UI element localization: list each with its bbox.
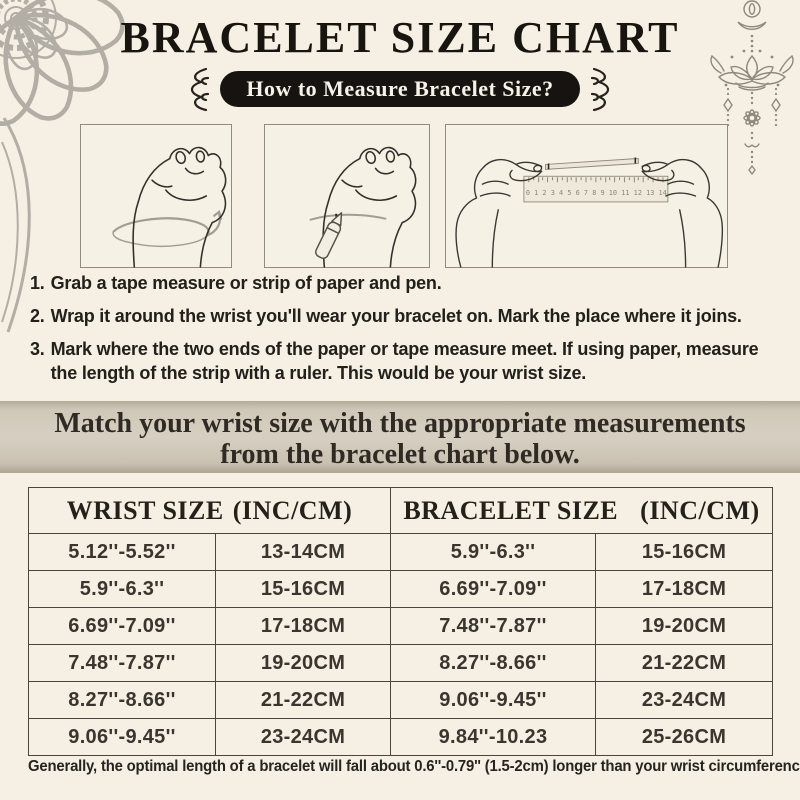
header-unit: (INC/CM) — [232, 495, 353, 525]
lotus-hanging-ornament-icon — [710, 0, 794, 176]
bracelet-size-inches: 8.27''-8.66'' — [390, 644, 596, 682]
table-row: 9.06''-9.45'' 23-24CM 9.84''-10.23 25-26… — [28, 718, 773, 756]
bracelet-size-cm: 17-18CM — [595, 570, 773, 608]
bracelet-size-header: BRACELET SIZE (INC/CM) — [390, 487, 773, 534]
wrist-size-cm: 17-18CM — [215, 607, 391, 645]
bracelet-size-inches: 9.06''-9.45'' — [390, 681, 596, 719]
squiggle-left-icon — [191, 67, 210, 112]
bracelet-size-inches: 6.69''-7.09'' — [390, 570, 596, 608]
illustration-mark-wrist-with-pen — [264, 124, 430, 268]
wrist-size-cm: 15-16CM — [215, 570, 391, 608]
page-title: BRACELET SIZE CHART — [120, 13, 680, 62]
step-2: 2. Wrap it around the wrist you'll wear … — [30, 304, 778, 328]
mandala-flower-icon — [0, 0, 210, 333]
fist-hand — [322, 146, 417, 268]
wrist-size-inches: 8.27''-8.66'' — [28, 681, 216, 719]
step-number: 2. — [30, 306, 45, 326]
bracelet-size-cm: 25-26CM — [595, 718, 773, 756]
wrist-size-inches: 7.48''-7.87'' — [28, 644, 216, 682]
step-number: 3. — [30, 339, 45, 359]
subtitle-row: How to Measure Bracelet Size? — [0, 66, 800, 112]
illustration-tape-around-wrist — [80, 124, 232, 268]
step-3: 3. Mark where the two ends of the paper … — [30, 337, 778, 385]
match-size-banner: Match your wrist size with the appropria… — [0, 401, 800, 473]
ruler-numbers: 0 1 2 3 4 5 6 7 8 9 10 11 12 13 14 — [526, 188, 668, 197]
wrist-size-cm: 19-20CM — [215, 644, 391, 682]
wrist-size-inches: 5.9''-6.3'' — [28, 570, 216, 608]
table-row: 5.12''-5.52'' 13-14CM 5.9''-6.3'' 15-16C… — [28, 533, 773, 571]
size-table: WRIST SIZE (INC/CM) BRACELET SIZE (INC/CM)… — [28, 487, 773, 756]
step-number: 1. — [30, 273, 45, 293]
bracelet-size-inches: 9.84''-10.23 — [390, 718, 596, 756]
paper-strip — [545, 157, 639, 170]
wrist-size-inches: 6.69''-7.09'' — [28, 607, 216, 645]
bracelet-size-cm: 19-20CM — [595, 607, 773, 645]
right-hand — [641, 158, 724, 268]
pen — [315, 212, 343, 259]
header-unit: (INC/CM) — [640, 495, 760, 525]
table-header-row: WRIST SIZE (INC/CM) BRACELET SIZE (INC/CM) — [28, 487, 773, 534]
bracelet-size-cm: 15-16CM — [595, 533, 773, 571]
table-row: 5.9''-6.3'' 15-16CM 6.69''-7.09'' 17-18C… — [28, 570, 773, 608]
wrist-size-cm: 13-14CM — [215, 533, 391, 571]
wrist-size-inches: 5.12''-5.52'' — [28, 533, 216, 571]
banner-line-2: from the bracelet chart below. — [220, 439, 580, 470]
header-label: BRACELET SIZE — [403, 495, 619, 525]
wrist-size-cm: 21-22CM — [215, 681, 391, 719]
step-1: 1. Grab a tape measure or strip of paper… — [30, 271, 778, 295]
table-row: 7.48''-7.87'' 19-20CM 8.27''-8.66'' 21-2… — [28, 644, 773, 682]
left-hand — [455, 158, 543, 268]
step-text: Grab a tape measure or strip of paper an… — [50, 273, 442, 293]
ruler: 0 1 2 3 4 5 6 7 8 9 10 11 12 13 14 — [523, 175, 669, 203]
bracelet-size-cm: 21-22CM — [595, 644, 773, 682]
bracelet-size-inches: 5.9''-6.3'' — [390, 533, 596, 571]
illustration-measure-strip-with-ruler: 0 1 2 3 4 5 6 7 8 9 10 11 12 13 14 — [445, 124, 728, 268]
step-text: Wrap it around the wrist you'll wear you… — [50, 306, 742, 326]
squiggle-right-icon — [590, 67, 609, 112]
header-label: WRIST SIZE — [66, 495, 224, 525]
bracelet-size-inches: 7.48''-7.87'' — [390, 607, 596, 645]
bracelet-size-cm: 23-24CM — [595, 681, 773, 719]
table-row: 8.27''-8.66'' 21-22CM 9.06''-9.45'' 23-2… — [28, 681, 773, 719]
wrist-size-inches: 9.06''-9.45'' — [28, 718, 216, 756]
banner-line-1: Match your wrist size with the appropria… — [54, 408, 746, 439]
wrist-size-cm: 23-24CM — [215, 718, 391, 756]
fist-hand — [132, 146, 227, 268]
wrist-size-header: WRIST SIZE (INC/CM) — [28, 487, 391, 534]
marked-line — [309, 213, 387, 221]
table-row: 6.69''-7.09'' 17-18CM 7.48''-7.87'' 19-2… — [28, 607, 773, 645]
subtitle-pill: How to Measure Bracelet Size? — [220, 71, 580, 107]
instruction-steps: 1. Grab a tape measure or strip of paper… — [30, 271, 778, 394]
footer-note: Generally, the optimal length of a brace… — [28, 758, 800, 775]
step-text: Mark where the two ends of the paper or … — [50, 339, 759, 383]
